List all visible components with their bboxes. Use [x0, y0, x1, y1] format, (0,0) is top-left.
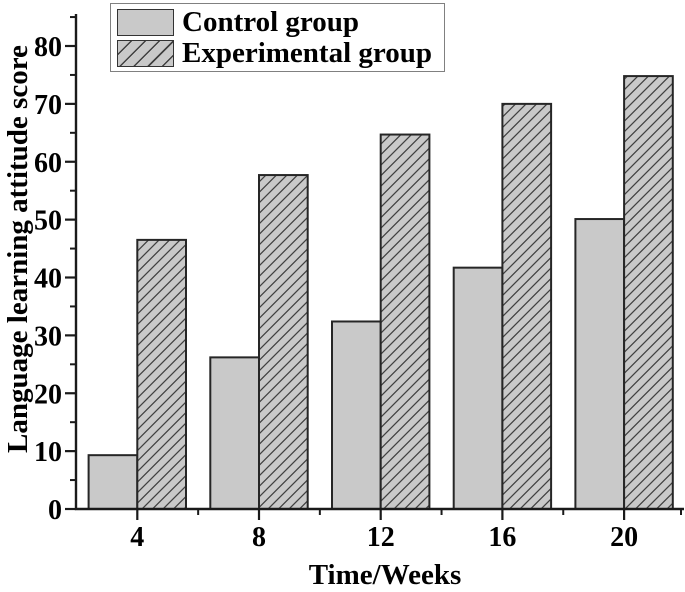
- bar-experimental-week-4: [136, 238, 188, 510]
- legend-item-control: Control group: [117, 7, 444, 38]
- bar-experimental-week-20: [623, 75, 674, 510]
- bar-control-week-16: [452, 266, 504, 510]
- x-tick-label-16: 16: [488, 522, 516, 553]
- legend-label-control: Control group: [182, 6, 359, 38]
- y-tick-label-20: 20: [34, 379, 62, 410]
- ticks-group: 0 10 20 30 40 50 60 70 80 4 8 12 16 20: [34, 16, 682, 553]
- x-tick-label-12: 12: [367, 522, 395, 553]
- y-tick-label-50: 50: [34, 206, 62, 237]
- bar-control-week-12: [331, 320, 382, 510]
- legend-label-experimental: Experimental group: [182, 37, 432, 69]
- legend-swatch-solid: [117, 9, 174, 36]
- y-tick-label-40: 40: [34, 264, 62, 295]
- bar-experimental-week-16: [501, 102, 553, 510]
- legend: Control group Experimental group: [110, 3, 445, 72]
- bar-control-week-20: [574, 218, 626, 510]
- bar-control-week-4: [87, 454, 139, 510]
- legend-item-experimental: Experimental group: [117, 38, 444, 69]
- x-tick-label-8: 8: [252, 522, 266, 553]
- bar-control-week-8: [209, 356, 261, 510]
- y-tick-label-80: 80: [34, 32, 62, 63]
- bar-experimental-week-8: [258, 174, 309, 510]
- bars-group: [87, 75, 674, 511]
- x-axis-title: Time/Weeks: [309, 559, 462, 591]
- y-tick-label-70: 70: [34, 90, 62, 121]
- legend-swatch-hatched: [117, 40, 174, 67]
- x-tick-label-4: 4: [130, 522, 144, 553]
- y-tick-label-30: 30: [34, 321, 62, 352]
- bar-experimental-week-12: [379, 133, 431, 511]
- y-axis-title: Language learning attitude score: [2, 45, 34, 453]
- y-tick-label-60: 60: [34, 148, 62, 179]
- x-tick-label-20: 20: [610, 522, 638, 553]
- y-tick-label-10: 10: [34, 437, 62, 468]
- y-tick-label-0: 0: [48, 495, 62, 526]
